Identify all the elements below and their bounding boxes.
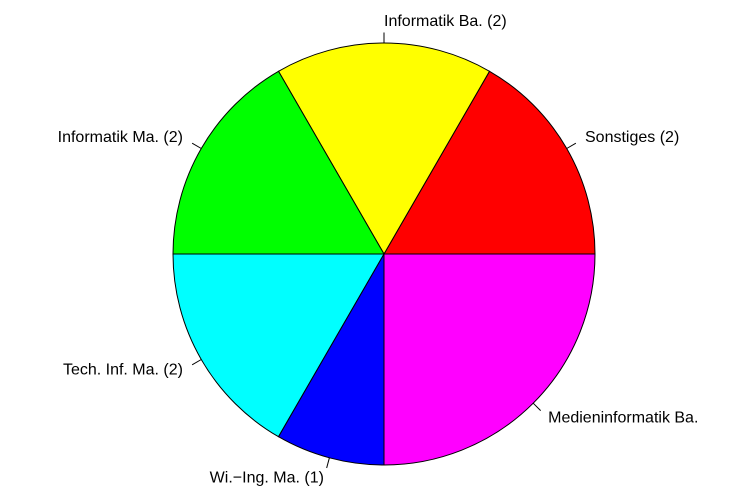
slice-label: Tech. Inf. Ma. (2) — [63, 361, 183, 378]
pie-slice — [277, 42, 491, 256]
pie-slice — [277, 252, 385, 466]
slice-label: Medieninformatik Ba. — [548, 409, 698, 426]
label-leader — [532, 402, 542, 412]
pie-slice — [172, 253, 385, 438]
pie-slice — [172, 70, 385, 255]
slice-label: Informatik Ma. (2) — [58, 129, 183, 146]
slice-label: Informatik Ba. (2) — [384, 13, 507, 30]
label-leader — [326, 457, 330, 469]
label-leader — [191, 142, 202, 149]
label-leader — [191, 359, 202, 366]
pie-slice — [383, 70, 596, 255]
label-leader — [566, 142, 577, 149]
slice-label: Sonstiges (2) — [585, 129, 679, 146]
pie-slice — [383, 253, 596, 466]
slice-label: Wi.−Ing. Ma. (1) — [210, 469, 324, 486]
